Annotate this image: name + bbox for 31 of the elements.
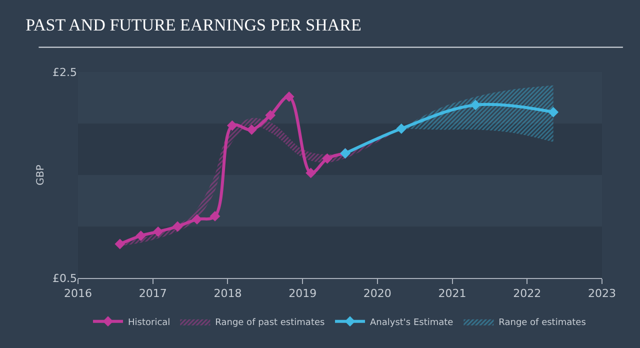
point	[227, 120, 238, 131]
point	[396, 123, 407, 134]
point	[114, 238, 126, 250]
point	[322, 153, 332, 164]
y-axis-title: GBP	[36, 164, 46, 186]
point	[265, 110, 276, 120]
y-tick-label: £2.5	[52, 66, 77, 79]
y-tick-label: £0.5	[52, 272, 77, 285]
point	[172, 221, 183, 232]
point	[152, 226, 164, 237]
point	[548, 106, 559, 118]
x-tick-label: 2019	[288, 287, 317, 300]
legend-label: Historical	[128, 318, 170, 328]
point	[284, 92, 294, 102]
x-tick-label: 2016	[64, 287, 92, 300]
point	[246, 124, 257, 135]
point	[470, 100, 481, 110]
point	[136, 230, 146, 241]
x-tick-label: 2020	[363, 287, 392, 300]
x-tick-label: 2017	[138, 287, 167, 300]
point	[306, 168, 316, 178]
point	[210, 211, 220, 222]
x-tick-label: 2022	[513, 287, 542, 300]
point	[192, 214, 202, 224]
x-tick-label: 2021	[438, 287, 466, 300]
legend-label: Range of past estimates	[215, 318, 326, 328]
legend-label: Range of estimates	[498, 318, 586, 328]
x-tick-label: 2023	[588, 287, 616, 300]
chart-title: PAST AND FUTURE EARNINGS PER SHARE	[26, 15, 362, 34]
legend-label: Analyst's Estimate	[370, 318, 454, 328]
x-tick-label: 2018	[214, 287, 242, 300]
